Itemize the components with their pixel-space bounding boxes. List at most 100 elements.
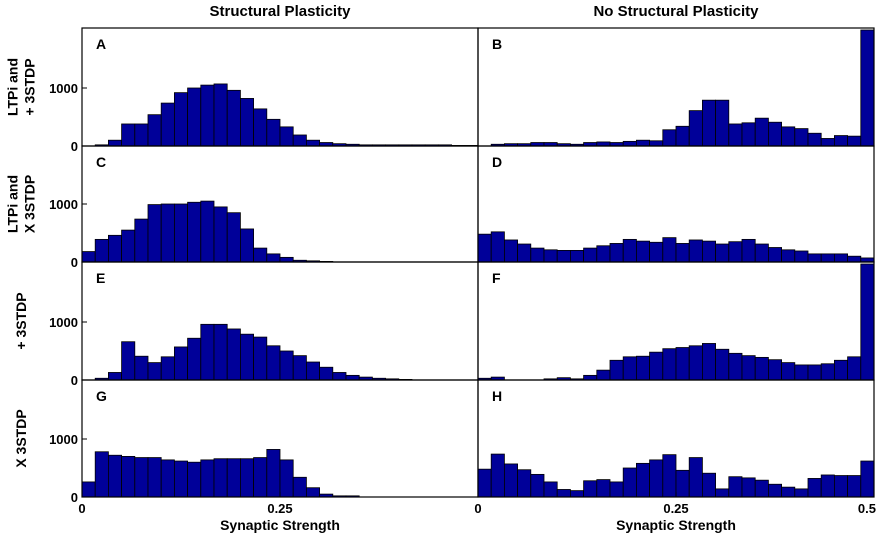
bar [649,140,664,146]
bar [754,243,769,262]
bar [226,89,241,146]
bar [160,459,175,497]
bar [173,92,188,146]
x-tick-label: 0.5 [858,501,876,516]
bar [530,473,545,497]
bar [688,239,703,262]
bar [239,458,254,497]
column-title-no-structural: No Structural Plasticity [593,3,759,20]
bar [556,249,571,262]
bar [583,374,598,380]
bar [478,468,492,497]
bar [807,253,822,262]
row-label-line: X 3STDP [13,409,29,467]
bar [728,352,743,380]
bar [543,249,558,262]
bar [807,364,822,380]
bar [94,238,109,262]
bars [478,231,874,262]
bar [292,355,307,380]
bar [305,361,320,380]
bar [239,228,254,262]
bar [187,87,202,146]
bar [121,123,136,146]
bar [108,372,123,380]
panel-letter: E [96,270,105,286]
bar [754,479,769,497]
bar [253,457,268,497]
bar [134,355,149,380]
bar [173,460,188,497]
bar [503,463,518,497]
panels: A 0 1000 B C 0 1000 D E 0 1000 F G 0 1000 H 0 0.25 0 0.25 0.… [49,27,876,516]
bar [781,249,796,262]
y-tick-label: 1000 [49,432,78,447]
bar [200,84,215,146]
x-axis-title-right: Synaptic Strength [616,517,736,533]
bar [715,488,730,497]
bar [662,129,677,146]
bar [292,476,307,497]
bar [345,374,360,380]
bar [768,483,783,497]
bar [741,122,756,146]
bar [147,457,162,497]
bar [754,117,769,146]
bar [675,125,690,146]
bar [279,256,294,262]
bar [517,243,532,262]
bar [688,110,703,146]
bar [200,200,215,262]
bar [622,356,637,380]
panel-e: E 0 1000 [49,261,479,388]
bar [121,455,136,497]
bar [728,476,743,497]
row-label: LTPi and + 3STDP [5,58,38,116]
x-tick-label: 0 [78,501,85,516]
bar [517,469,532,497]
bar [781,362,796,380]
bar [768,247,783,262]
bar [688,345,703,380]
bar [253,336,268,380]
bar [134,457,149,497]
bar [108,139,123,146]
bars [478,263,874,380]
y-tick-label: 1000 [49,197,78,212]
x-tick-label: 0 [474,501,481,516]
bar [160,102,175,146]
bar [332,372,347,380]
bar [649,241,664,262]
bar [239,98,254,146]
bar [490,453,505,497]
bar [662,454,677,497]
bar [794,488,809,497]
bar [781,126,796,146]
bar [279,459,294,497]
bar [649,351,664,380]
bar [847,356,862,380]
bar [266,118,281,146]
bar [768,359,783,380]
bar [834,135,849,146]
y-tick-label: 1000 [49,81,78,96]
bar [121,341,136,380]
bar [226,212,241,262]
bar [583,247,598,262]
bars [82,449,360,497]
bar [794,250,809,262]
bar [160,356,175,380]
bar [820,474,835,497]
row-label-line: LTPi and [5,58,21,116]
bar [187,337,202,380]
bar [305,487,320,497]
bar [741,477,756,497]
bar [807,132,822,146]
panel-letter: D [492,154,502,170]
y-tick-label: 1000 [49,315,78,330]
bar [820,253,835,262]
bar [860,29,874,146]
bar [530,247,545,262]
panel-g: G 0 1000 [49,379,479,505]
